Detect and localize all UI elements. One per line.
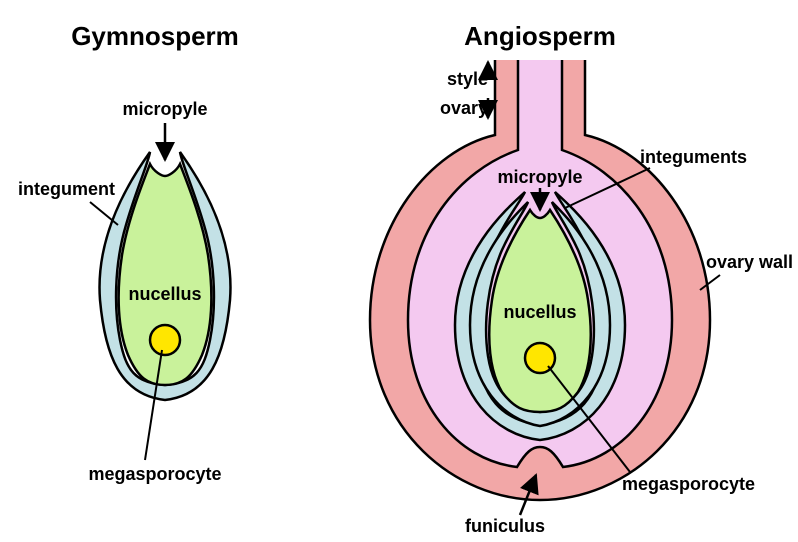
gymnosperm-title: Gymnosperm — [71, 21, 239, 51]
label-funiculus: funiculus — [465, 516, 545, 536]
label-ovary: ovary — [440, 98, 488, 118]
leader-integument-g — [90, 202, 118, 225]
label-megasporocyte-a: megasporocyte — [622, 474, 755, 494]
label-ovary-wall: ovary wall — [706, 252, 793, 272]
angiosperm-group: Angiosperm style ovary micropyle integum… — [370, 21, 793, 536]
gymnosperm-group: Gymnosperm micropyle integument nucellus… — [18, 21, 239, 484]
label-nucellus-a: nucellus — [503, 302, 576, 322]
label-integument-g: integument — [18, 179, 115, 199]
gymnosperm-megasporocyte — [150, 325, 180, 355]
label-megasporocyte-g: megasporocyte — [88, 464, 221, 484]
label-nucellus-g: nucellus — [128, 284, 201, 304]
label-style: style — [447, 69, 488, 89]
ovule-diagram: Gymnosperm micropyle integument nucellus… — [0, 0, 798, 542]
label-micropyle-g: micropyle — [122, 99, 207, 119]
label-integuments-a: integuments — [640, 147, 747, 167]
label-micropyle-a: micropyle — [497, 167, 582, 187]
angiosperm-title: Angiosperm — [464, 21, 616, 51]
